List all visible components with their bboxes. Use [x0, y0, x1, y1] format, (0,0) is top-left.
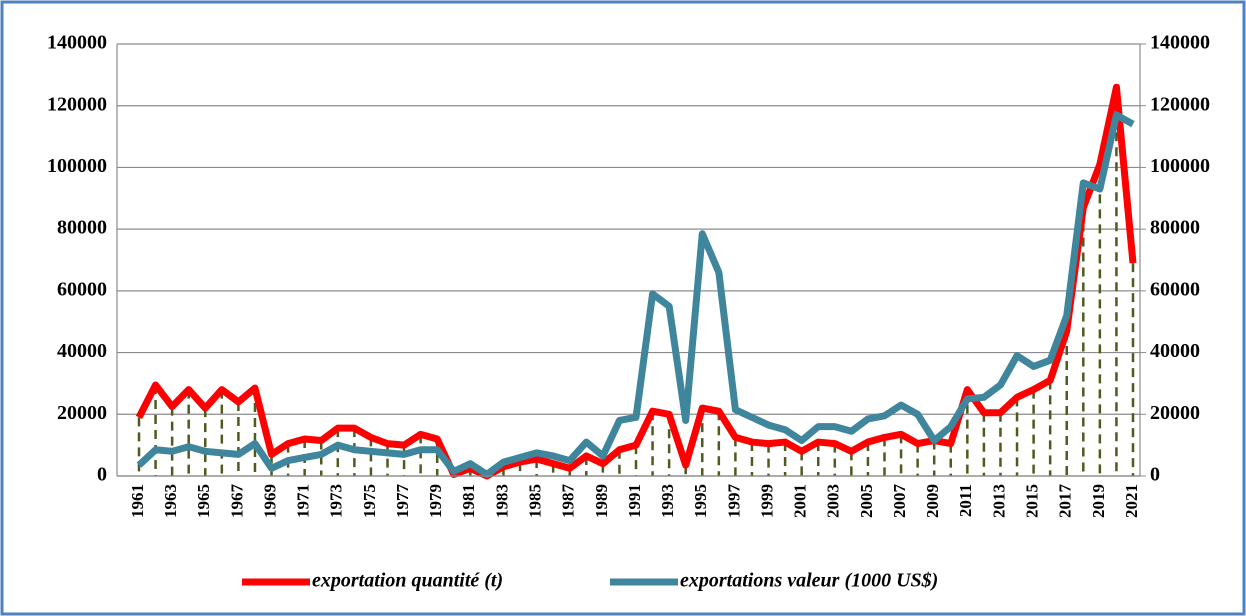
x-tick-label: 2019	[1089, 484, 1108, 518]
y2-tick-label: 40000	[1150, 340, 1200, 362]
x-tick-label: 2013	[989, 484, 1008, 518]
x-tick-label: 1975	[360, 484, 379, 518]
y2-tick-label: 80000	[1150, 217, 1200, 239]
x-tick-label: 1999	[757, 484, 776, 518]
y-tick-label: 60000	[57, 278, 107, 300]
x-tick-label: 1973	[327, 484, 346, 518]
x-tick-label: 1993	[658, 484, 677, 518]
x-tick-label: 2017	[1056, 484, 1075, 519]
series-line	[136, 111, 1135, 478]
x-tick-label: 1977	[393, 484, 412, 519]
x-tick-label: 1987	[559, 484, 578, 519]
y2-tick-label: 0	[1150, 464, 1160, 486]
x-tick-label: 1997	[724, 484, 743, 519]
x-tick-label: 1981	[459, 484, 478, 518]
y-tick-label: 0	[97, 464, 107, 486]
series-line	[135, 83, 1137, 480]
x-tick-label: 1969	[260, 484, 279, 518]
x-tick-label: 2005	[857, 484, 876, 518]
x-tick-label: 1967	[227, 484, 246, 519]
y2-tick-label: 100000	[1150, 155, 1210, 177]
y-tick-label: 80000	[57, 217, 107, 239]
y-tick-label: 140000	[47, 32, 107, 54]
x-tick-label: 2011	[956, 484, 975, 517]
y-tick-label: 120000	[47, 93, 107, 115]
y2-tick-label: 20000	[1150, 402, 1200, 424]
x-tick-label: 1983	[492, 484, 511, 518]
x-tick-label: 2003	[824, 484, 843, 518]
y2-tick-label: 140000	[1150, 32, 1210, 54]
legend-label: exportation quantité (t)	[312, 570, 503, 592]
x-tick-label: 1961	[128, 484, 147, 518]
x-tick-label: 1965	[194, 484, 213, 518]
y-tick-label: 20000	[57, 402, 107, 424]
x-tick-label: 2007	[890, 484, 909, 519]
y-tick-label: 40000	[57, 340, 107, 362]
x-tick-label: 1971	[294, 484, 313, 518]
x-tick-label: 2021	[1122, 484, 1141, 518]
x-tick-label: 1991	[625, 484, 644, 518]
x-tick-label: 2015	[1023, 484, 1042, 518]
x-tick-label: 2001	[791, 484, 810, 518]
y2-tick-label: 120000	[1150, 93, 1210, 115]
x-tick-label: 1979	[426, 484, 445, 518]
x-tick-label: 2009	[923, 484, 942, 518]
x-tick-label: 1989	[592, 484, 611, 518]
legend-label: exportations valeur (1000 US$)	[680, 570, 938, 592]
y2-tick-label: 60000	[1150, 278, 1200, 300]
x-tick-label: 1995	[691, 484, 710, 518]
x-tick-label: 1985	[526, 484, 545, 518]
x-tick-label: 1963	[161, 484, 180, 518]
y-tick-label: 100000	[47, 155, 107, 177]
